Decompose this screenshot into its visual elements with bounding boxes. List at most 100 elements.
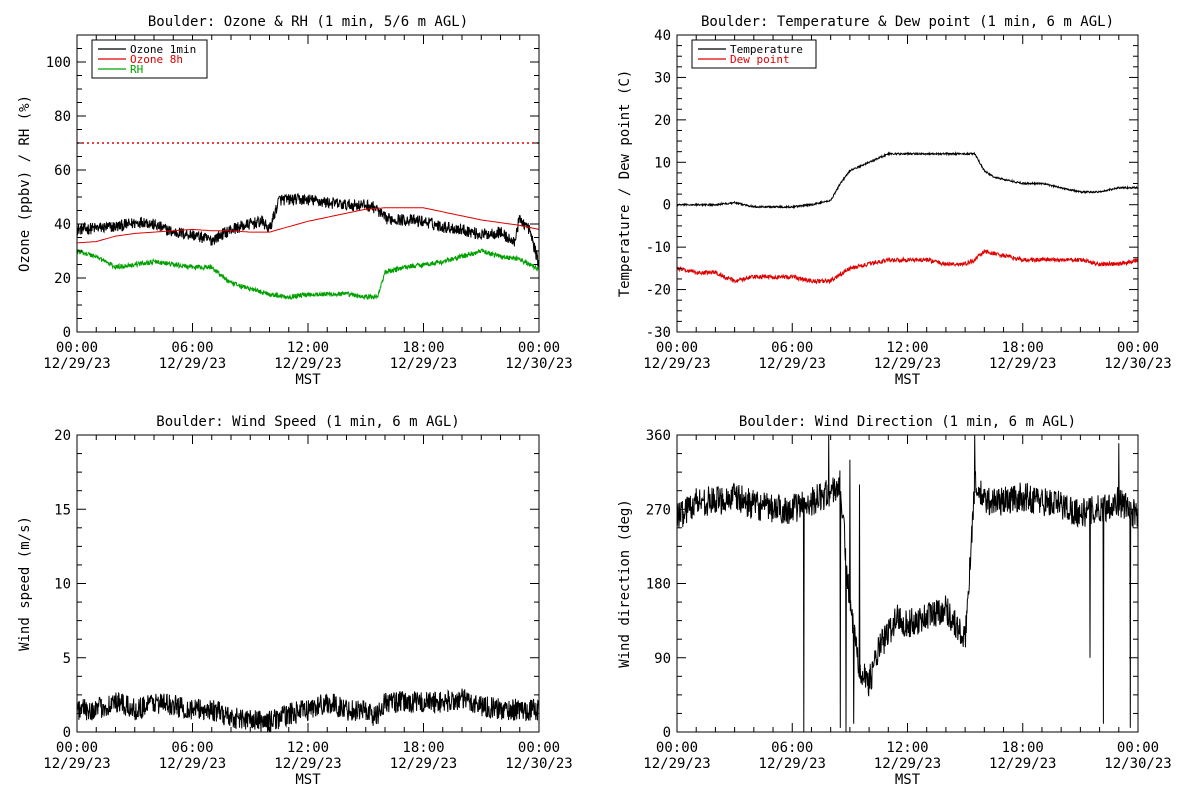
x-tick-label-date: 12/29/23 <box>274 356 341 372</box>
x-tick-label-time: 00:00 <box>518 740 560 756</box>
x-tick-label-time: 06:00 <box>771 340 813 356</box>
plot-area <box>677 435 1138 732</box>
x-tick-label-date: 12/30/23 <box>1104 356 1171 372</box>
y-tick-label: 30 <box>654 70 671 86</box>
x-tick-label-time: 18:00 <box>1002 340 1044 356</box>
x-tick-label-time: 12:00 <box>287 340 329 356</box>
x-tick-label-time: 00:00 <box>1117 740 1159 756</box>
y-tick-label: 15 <box>54 502 71 518</box>
y-axis-label: Ozone (ppbv) / RH (%) <box>17 95 33 272</box>
y-tick-label: 40 <box>54 217 71 233</box>
y-tick-label: 60 <box>54 163 71 179</box>
chart-title: Boulder: Ozone & RH (1 min, 5/6 m AGL) <box>148 14 468 30</box>
x-tick-label-time: 12:00 <box>287 740 329 756</box>
y-tick-label: 90 <box>654 651 671 667</box>
chart-title: Boulder: Wind Speed (1 min, 6 m AGL) <box>156 414 459 430</box>
y-tick-label: -10 <box>646 240 671 256</box>
x-axis-label: MST <box>895 372 921 388</box>
dew-point-series-line <box>677 249 1138 285</box>
y-tick-label: 80 <box>54 109 71 125</box>
temperature-series-line <box>677 151 1138 210</box>
x-tick-label-date: 12/30/23 <box>505 756 572 772</box>
x-tick-label-date: 12/29/23 <box>43 756 110 772</box>
axes-frame <box>76 434 540 733</box>
y-tick-label: 100 <box>46 55 71 71</box>
x-tick-label-time: 12:00 <box>886 740 928 756</box>
x-tick-label-date: 12/29/23 <box>989 356 1056 372</box>
rh-series-line <box>77 248 539 301</box>
x-tick-label-time: 00:00 <box>518 340 560 356</box>
ozone-1min-series-line <box>77 193 539 268</box>
x-tick-label-date: 12/30/23 <box>1104 756 1171 772</box>
y-tick-label: -20 <box>646 283 671 299</box>
x-tick-label-time: 18:00 <box>402 740 444 756</box>
y-tick-label: 10 <box>54 577 71 593</box>
x-tick-label-time: 00:00 <box>56 740 98 756</box>
x-tick-label-date: 12/29/23 <box>159 356 226 372</box>
x-tick-label-time: 18:00 <box>1002 740 1044 756</box>
y-axis-label: Wind direction (deg) <box>617 499 633 668</box>
legend-box <box>691 39 817 69</box>
x-tick-label-time: 12:00 <box>886 340 928 356</box>
x-tick-label-time: 06:00 <box>171 740 213 756</box>
ozone-8h-series-line <box>77 207 539 244</box>
y-tick-label: 5 <box>63 651 71 667</box>
plot-area <box>677 151 1138 285</box>
x-tick-label-date: 12/29/23 <box>390 756 457 772</box>
y-tick-label: 0 <box>663 725 671 741</box>
x-tick-label-date: 12/29/23 <box>274 756 341 772</box>
axes-frame <box>676 434 1139 733</box>
data-series-line <box>77 688 539 732</box>
y-tick-label: 180 <box>646 577 671 593</box>
y-tick-label: 0 <box>663 198 671 214</box>
legend-label: Ozone 8h <box>130 53 183 66</box>
y-tick-label: -30 <box>646 325 671 341</box>
y-tick-label: 270 <box>646 502 671 518</box>
x-tick-label-time: 06:00 <box>771 740 813 756</box>
chart-title: Boulder: Wind Direction (1 min, 6 m AGL) <box>739 414 1076 430</box>
x-tick-label-date: 12/29/23 <box>874 756 941 772</box>
y-tick-label: 20 <box>54 428 71 444</box>
x-tick-label-time: 00:00 <box>56 340 98 356</box>
chart-panel-3: Boulder: Wind Speed (1 min, 6 m AGL) 0 5 10… <box>17 414 573 788</box>
chart-panel-4: Boulder: Wind Direction (1 min, 6 m AGL)… <box>617 414 1172 788</box>
y-tick-label: 360 <box>646 428 671 444</box>
x-tick-label-date: 12/29/23 <box>759 356 826 372</box>
plot-area <box>77 142 539 301</box>
x-axis-label: MST <box>295 372 321 388</box>
chart-panel-1: Boulder: Ozone & RH (1 min, 5/6 m AGL) 0 2… <box>17 14 573 388</box>
legend-label: Ozone 1min <box>130 43 196 56</box>
y-tick-label: 0 <box>63 725 71 741</box>
plot-area <box>77 688 539 732</box>
axes-frame <box>676 34 1139 333</box>
x-tick-label-date: 12/29/23 <box>989 756 1056 772</box>
chart-title: Boulder: Temperature & Dew point (1 min,… <box>701 14 1114 30</box>
data-series-line <box>677 435 1138 732</box>
legend-label: Dew point <box>730 53 790 66</box>
x-axis-label: MST <box>895 772 921 788</box>
x-tick-label-date: 12/29/23 <box>159 756 226 772</box>
x-tick-label-time: 06:00 <box>171 340 213 356</box>
y-tick-label: 10 <box>654 155 671 171</box>
y-tick-label: 20 <box>654 113 671 129</box>
y-tick-label: 40 <box>654 28 671 44</box>
x-tick-label-time: 18:00 <box>402 340 444 356</box>
y-tick-label: 0 <box>63 325 71 341</box>
x-tick-label-date: 12/29/23 <box>643 356 710 372</box>
x-tick-label-date: 12/29/23 <box>759 756 826 772</box>
legend-label: Temperature <box>730 43 803 56</box>
y-axis-label: Wind speed (m/s) <box>17 516 33 651</box>
x-tick-label-time: 00:00 <box>1117 340 1159 356</box>
x-tick-label-date: 12/29/23 <box>390 356 457 372</box>
x-tick-label-date: 12/29/23 <box>43 356 110 372</box>
x-tick-label-date: 12/30/23 <box>505 356 572 372</box>
x-tick-label-date: 12/29/23 <box>643 756 710 772</box>
legend-label: RH <box>130 63 143 76</box>
chart-panel-2: Boulder: Temperature & Dew point (1 min,… <box>617 14 1172 388</box>
x-tick-label-time: 00:00 <box>656 340 698 356</box>
y-axis-label: Temperature / Dew point (C) <box>617 70 633 298</box>
x-tick-label-time: 00:00 <box>656 740 698 756</box>
